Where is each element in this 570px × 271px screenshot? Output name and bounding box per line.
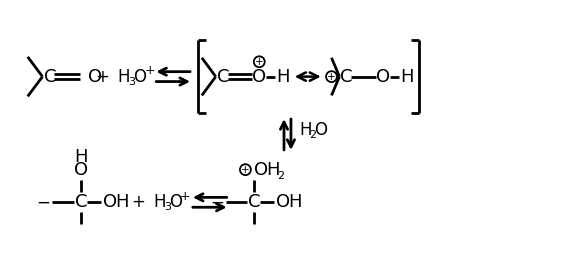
Text: H: H <box>288 193 302 211</box>
Text: H: H <box>74 148 88 166</box>
Text: H: H <box>115 193 128 211</box>
Text: H: H <box>118 67 130 86</box>
Text: O: O <box>133 67 146 86</box>
Text: −: − <box>36 193 50 211</box>
Text: H: H <box>299 121 312 138</box>
Text: H: H <box>153 193 166 211</box>
Text: 3: 3 <box>164 202 171 212</box>
Text: O: O <box>252 67 266 86</box>
Text: H: H <box>266 161 280 179</box>
Text: H: H <box>276 67 290 86</box>
Text: 2: 2 <box>310 130 316 140</box>
Text: +: + <box>144 64 155 77</box>
Text: O: O <box>376 67 390 86</box>
Text: C: C <box>43 67 56 86</box>
Text: C: C <box>249 193 261 211</box>
Text: H: H <box>400 67 413 86</box>
Text: +: + <box>255 57 263 67</box>
Text: C: C <box>75 193 88 211</box>
Text: +: + <box>132 193 145 211</box>
Text: O: O <box>103 193 117 211</box>
Text: +: + <box>180 190 191 203</box>
Text: −: − <box>210 193 223 211</box>
Text: O: O <box>314 121 327 138</box>
Text: C: C <box>217 67 229 86</box>
Text: O: O <box>74 161 88 179</box>
Text: O: O <box>169 193 182 211</box>
Text: +: + <box>327 72 336 82</box>
Text: O: O <box>254 161 268 179</box>
Text: +: + <box>95 67 109 86</box>
Text: O: O <box>88 67 102 86</box>
Text: +: + <box>241 165 250 175</box>
Text: C: C <box>340 67 353 86</box>
Text: 3: 3 <box>129 77 136 86</box>
Text: 2: 2 <box>277 170 284 180</box>
Text: O: O <box>276 193 290 211</box>
